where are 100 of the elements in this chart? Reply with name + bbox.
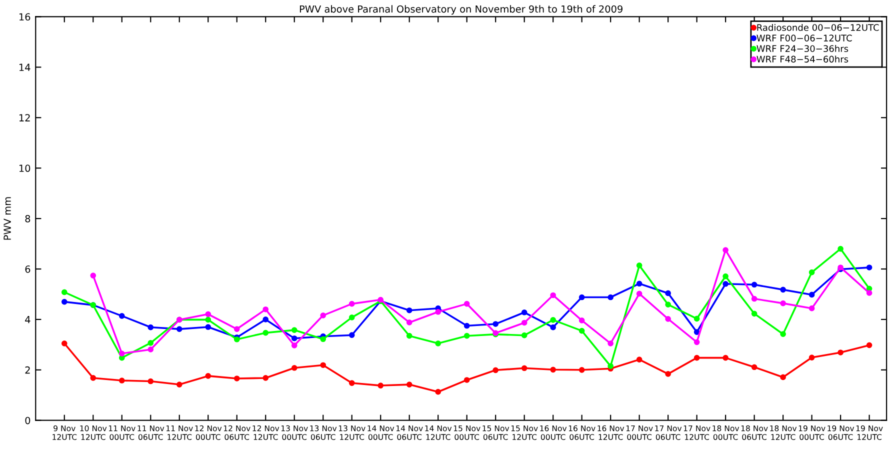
- point: [464, 332, 470, 339]
- point: [665, 290, 671, 296]
- point: [205, 324, 212, 330]
- point: [608, 340, 614, 346]
- point: [866, 342, 872, 348]
- point: [550, 324, 556, 330]
- point: [320, 336, 326, 342]
- point: [61, 340, 68, 346]
- point: [751, 364, 758, 370]
- y-tick-label: 8: [25, 215, 30, 222]
- point: [348, 300, 355, 307]
- point: [665, 316, 671, 322]
- y-tick-label: 2: [25, 366, 30, 374]
- point: [464, 377, 470, 383]
- legend-label: WRF F00−06−12UTC: [756, 34, 852, 42]
- point: [578, 366, 585, 373]
- y-tick-label: 16: [19, 13, 30, 21]
- point: [61, 289, 68, 296]
- point: [205, 311, 212, 318]
- legend-label: Radiosonde 00−06−12UTC: [757, 24, 879, 31]
- point: [148, 346, 154, 352]
- point: [780, 286, 786, 293]
- point: [636, 262, 642, 268]
- point: [550, 366, 556, 373]
- y-tick-label: 6: [25, 265, 30, 273]
- point: [291, 342, 298, 348]
- y-axis-title: PWV mm: [4, 197, 11, 240]
- point: [492, 321, 499, 327]
- point: [722, 247, 728, 253]
- point: [61, 298, 68, 305]
- point: [521, 320, 528, 326]
- point: [521, 309, 528, 316]
- point: [378, 382, 384, 388]
- point: [780, 300, 786, 306]
- point: [262, 375, 269, 381]
- point: [694, 339, 700, 346]
- point: [866, 290, 872, 296]
- point: [636, 290, 642, 297]
- point: [521, 332, 528, 338]
- point: [751, 282, 758, 288]
- point: [808, 269, 815, 276]
- point: [838, 246, 844, 252]
- point: [348, 314, 355, 320]
- point: [205, 316, 212, 323]
- y-tick-label: 14: [19, 64, 30, 71]
- point: [262, 330, 269, 336]
- chart-title: PWV above Paranal Observatory on November 9th to 19th of 2009: [300, 5, 622, 15]
- point: [578, 294, 585, 300]
- point: [578, 328, 585, 334]
- point: [234, 326, 240, 332]
- point: [808, 292, 815, 298]
- point: [320, 312, 326, 318]
- point: [665, 302, 671, 308]
- point: [722, 273, 728, 280]
- point: [521, 365, 528, 372]
- point: [464, 300, 470, 307]
- point: [291, 335, 298, 342]
- point: [435, 340, 442, 346]
- point: [808, 305, 815, 312]
- point: [205, 373, 212, 379]
- point: [492, 367, 499, 374]
- point: [118, 378, 125, 384]
- point: [550, 317, 556, 323]
- point: [234, 376, 240, 382]
- point: [866, 264, 872, 270]
- point: [148, 324, 154, 330]
- point: [636, 356, 642, 362]
- point: [348, 332, 355, 338]
- point: [118, 313, 125, 319]
- point: [780, 331, 786, 337]
- point: [751, 296, 758, 302]
- y-tick-label: 10: [19, 164, 30, 172]
- point: [722, 354, 728, 361]
- point: [694, 329, 700, 335]
- point: [406, 382, 412, 388]
- y-tick-label: 0: [25, 416, 30, 424]
- point: [435, 308, 442, 315]
- point: [722, 280, 728, 287]
- point: [694, 354, 700, 361]
- point: [665, 371, 671, 377]
- point: [406, 307, 412, 314]
- point: [118, 350, 125, 356]
- point: [464, 322, 470, 329]
- point: [578, 318, 585, 324]
- point: [148, 378, 154, 384]
- y-tick-label: 4: [25, 316, 30, 324]
- point: [176, 382, 182, 388]
- point: [780, 374, 786, 380]
- point: [636, 280, 642, 287]
- legend-label: WRF F24−30−36hrs: [756, 45, 848, 52]
- point: [694, 316, 700, 322]
- y-tick-label: 12: [19, 114, 30, 122]
- point: [751, 310, 758, 317]
- point: [838, 350, 844, 356]
- point: [262, 306, 269, 312]
- point: [435, 388, 442, 395]
- point: [176, 326, 182, 332]
- legend-label: WRF F48−54−60hrs: [756, 56, 848, 63]
- point: [406, 320, 412, 326]
- point: [148, 340, 154, 346]
